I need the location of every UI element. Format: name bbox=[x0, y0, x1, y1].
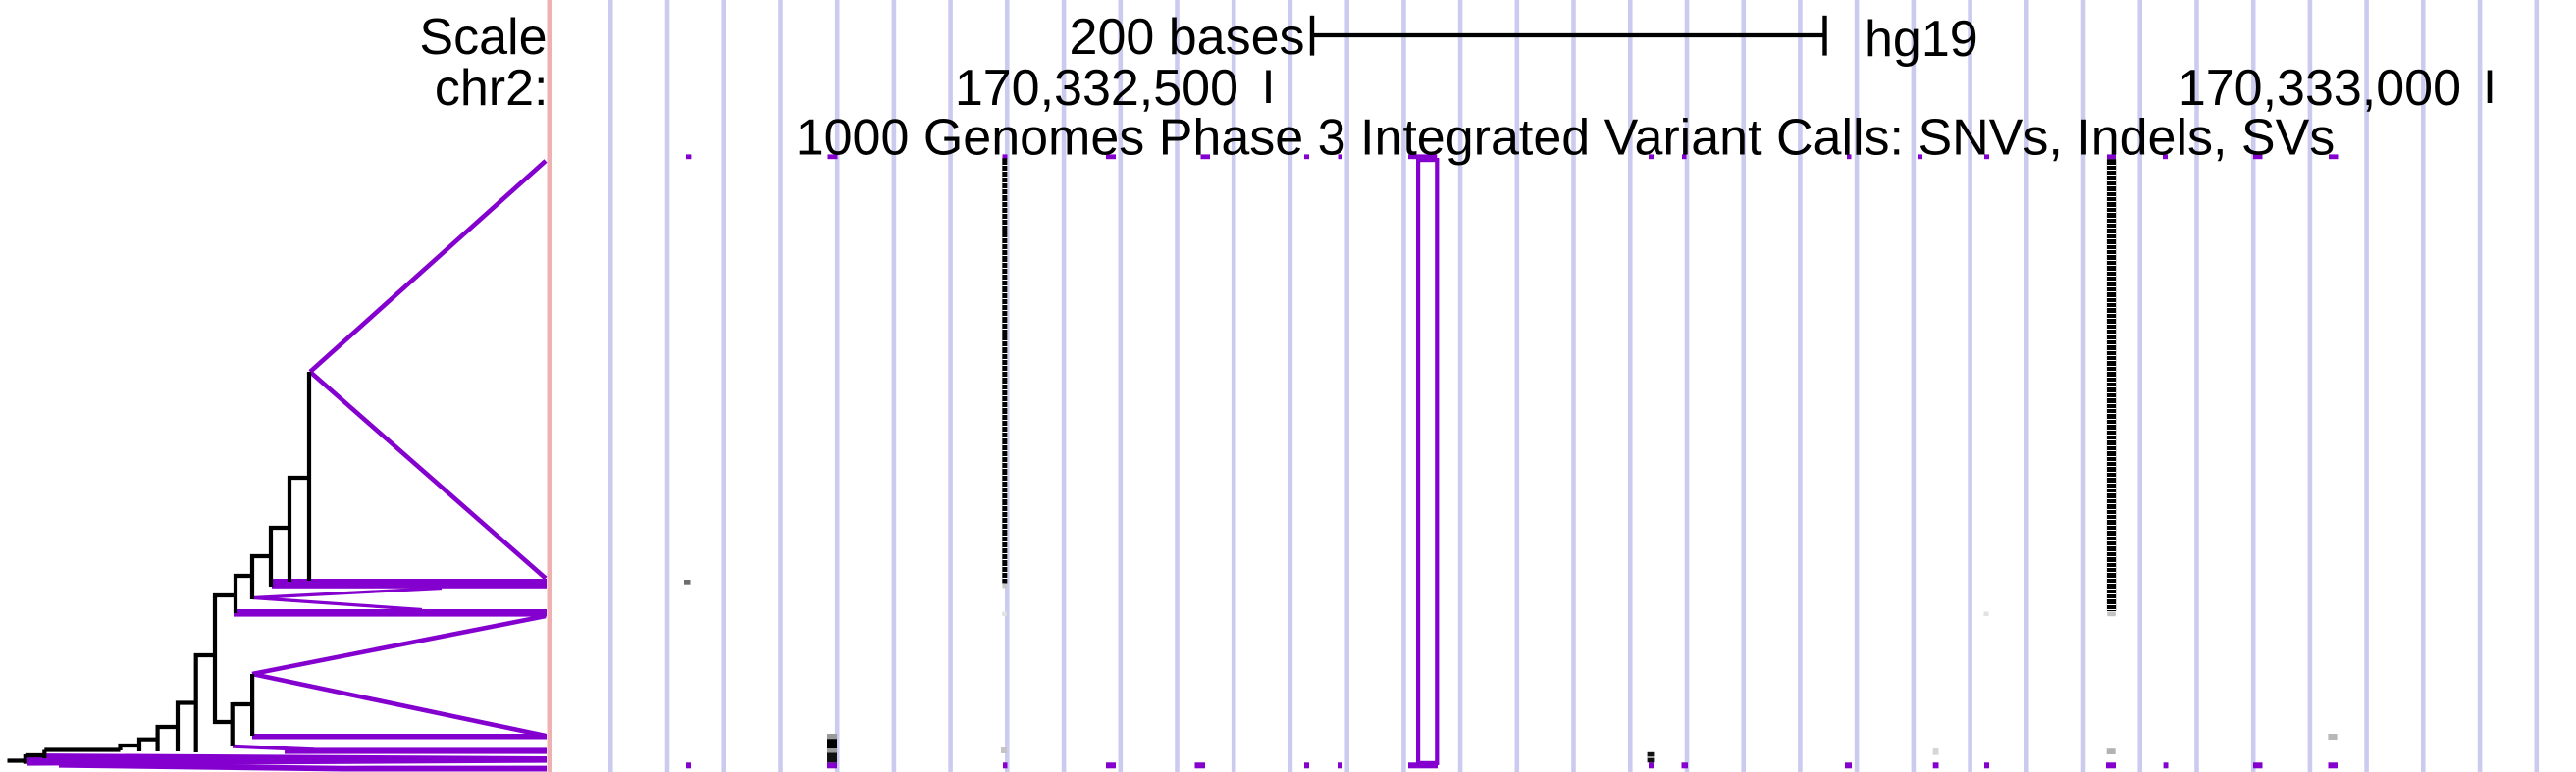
svg-text:Scale: Scale bbox=[419, 9, 547, 66]
svg-text:200 bases: 200 bases bbox=[1070, 9, 1305, 66]
svg-text:170,332,500: 170,332,500 bbox=[955, 60, 1238, 117]
svg-text:1000 Genomes Phase 3 Integrate: 1000 Genomes Phase 3 Integrated Variant … bbox=[796, 110, 2336, 167]
svg-text:chr2:: chr2: bbox=[435, 60, 549, 117]
svg-text:170,333,000: 170,333,000 bbox=[2178, 60, 2461, 117]
svg-text:hg19: hg19 bbox=[1865, 11, 1978, 68]
